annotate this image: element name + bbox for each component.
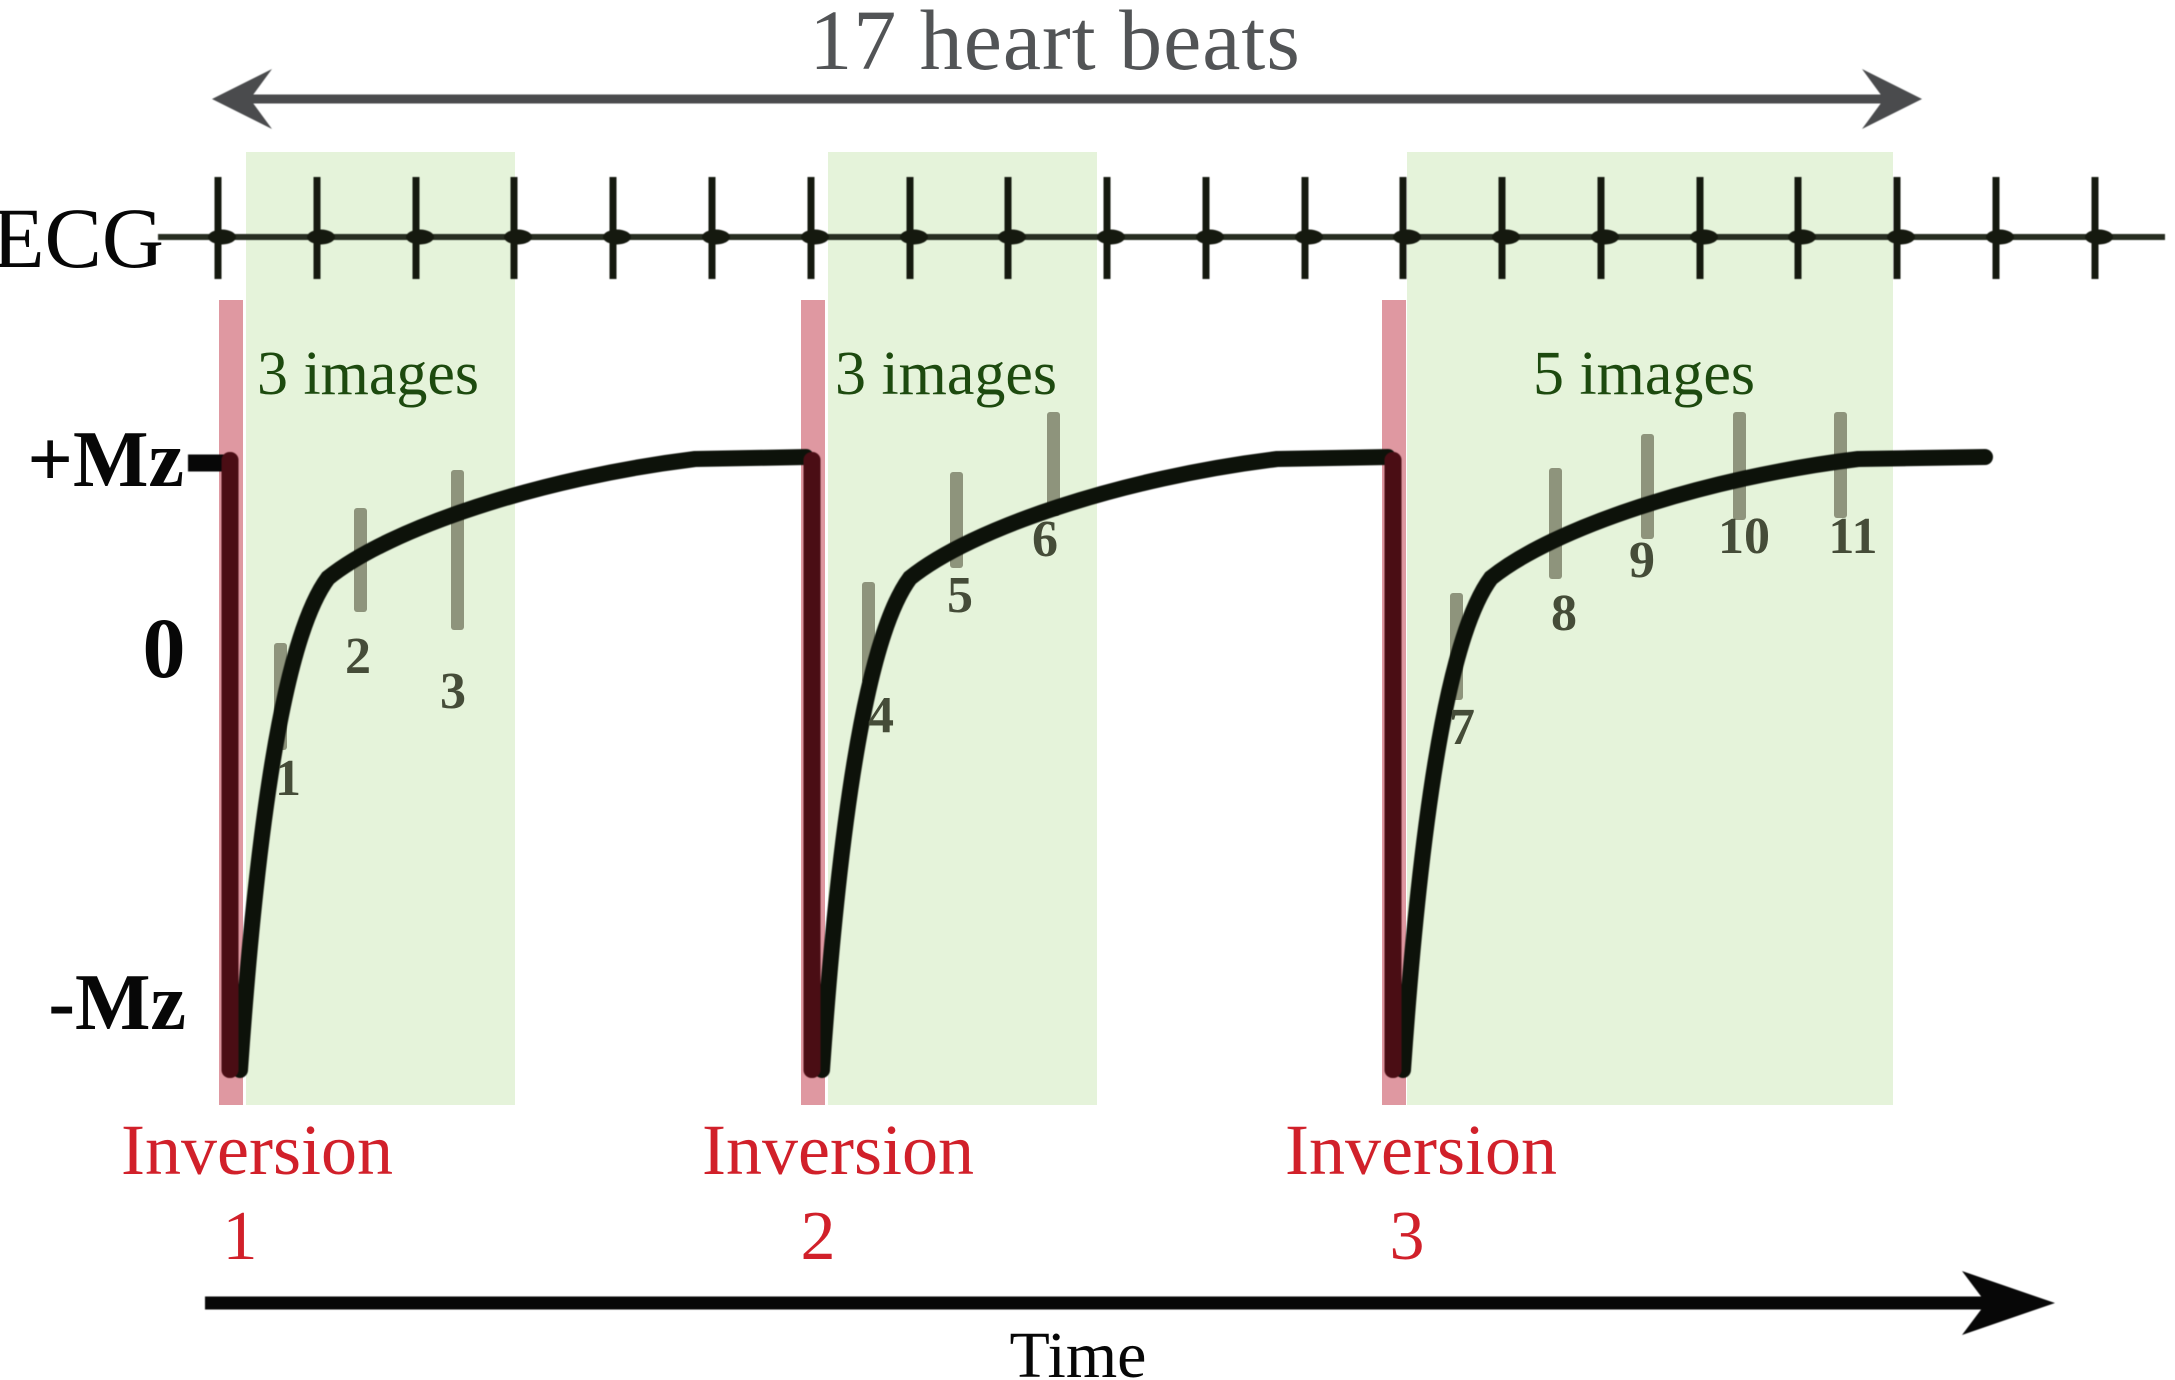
image-number-label-7: 7: [1449, 699, 1475, 756]
ecg-qrs-blob-13: [1393, 229, 1421, 245]
recovery-curve-1: [232, 449, 814, 1078]
ecg-qrs-blob-2: [307, 229, 335, 245]
ecg-qrs-blob-20: [2085, 229, 2113, 245]
ecg-qrs-blob-4: [504, 229, 532, 245]
acquisition-window-label-3: 5 images: [1532, 340, 1756, 408]
inversion-label-3: Inversion: [1285, 1110, 1557, 1190]
ecg-qrs-blob-17: [1788, 229, 1816, 245]
ecg-qrs-blob-18: [1887, 229, 1915, 245]
acquisition-window-label-2: 3 images: [834, 340, 1058, 408]
image-number-label-5: 5: [947, 567, 973, 624]
heart-beats-arrowhead-left-icon: [212, 69, 272, 129]
time-axis-label: Time: [1009, 1319, 1147, 1380]
plus-mz-label: +Mz: [27, 416, 184, 504]
ecg-qrs-blob-12: [1295, 229, 1323, 245]
ecg-label: ECG: [0, 190, 164, 286]
ecg-qrs-blob-14: [1492, 229, 1520, 245]
inversion-number-1: 1: [222, 1198, 258, 1275]
image-number-label-11: 11: [1828, 508, 1878, 565]
image-number-label-9: 9: [1629, 532, 1655, 589]
ecg-qrs-blob-8: [900, 229, 928, 245]
inversion-pulse-core-1: [221, 452, 239, 1078]
ecg-qrs-blob-10: [1097, 229, 1125, 245]
recovery-curve-3: [1395, 449, 1993, 1078]
image-acquisition-tick-8: [1548, 468, 1562, 579]
ecg-qrs-blob-19: [1986, 229, 2014, 245]
ecg-qrs-blob-11: [1196, 229, 1224, 245]
image-number-label-3: 3: [440, 663, 466, 720]
inversion-label-1: Inversion: [121, 1110, 393, 1190]
inversion-label-2: Inversion: [702, 1110, 974, 1190]
image-acquisition-tick-10: [1732, 412, 1746, 520]
image-number-label-6: 6: [1032, 511, 1058, 568]
image-number-label-8: 8: [1551, 585, 1577, 642]
heart-beats-title: 17 heart beats: [809, 0, 1301, 88]
ecg-qrs-blob-5: [603, 229, 631, 245]
time-arrowhead-icon: [1962, 1271, 2055, 1335]
ecg-qrs-blob-9: [998, 229, 1026, 245]
ecg-qrs-blob-3: [406, 229, 434, 245]
zero-label: 0: [142, 600, 186, 696]
image-acquisition-tick-6: [1046, 412, 1060, 516]
ecg-qrs-blob-6: [702, 229, 730, 245]
heart-beats-arrowhead-right-icon: [1862, 69, 1922, 129]
ecg-qrs-blob-15: [1591, 229, 1619, 245]
inversion-pulse-core-3: [1384, 452, 1402, 1078]
image-number-label-1: 1: [275, 750, 301, 807]
image-number-label-2: 2: [345, 628, 371, 685]
recovery-curve-2: [814, 449, 1396, 1078]
acquisition-window-label-1: 3 images: [256, 340, 480, 408]
image-number-label-4: 4: [868, 687, 894, 744]
inversion-number-3: 3: [1389, 1198, 1425, 1275]
inversion-number-2: 2: [800, 1198, 836, 1275]
inversion-pulse-core-2: [803, 452, 821, 1078]
acquisition-window-1: [246, 152, 515, 1105]
image-number-label-10: 10: [1718, 508, 1770, 565]
ecg-qrs-blob-16: [1690, 229, 1718, 245]
ecg-qrs-blob-7: [801, 229, 829, 245]
ecg-qrs-blob-1: [208, 229, 236, 245]
minus-mz-label: -Mz: [48, 959, 186, 1047]
acquisition-window-3: [1407, 152, 1893, 1105]
